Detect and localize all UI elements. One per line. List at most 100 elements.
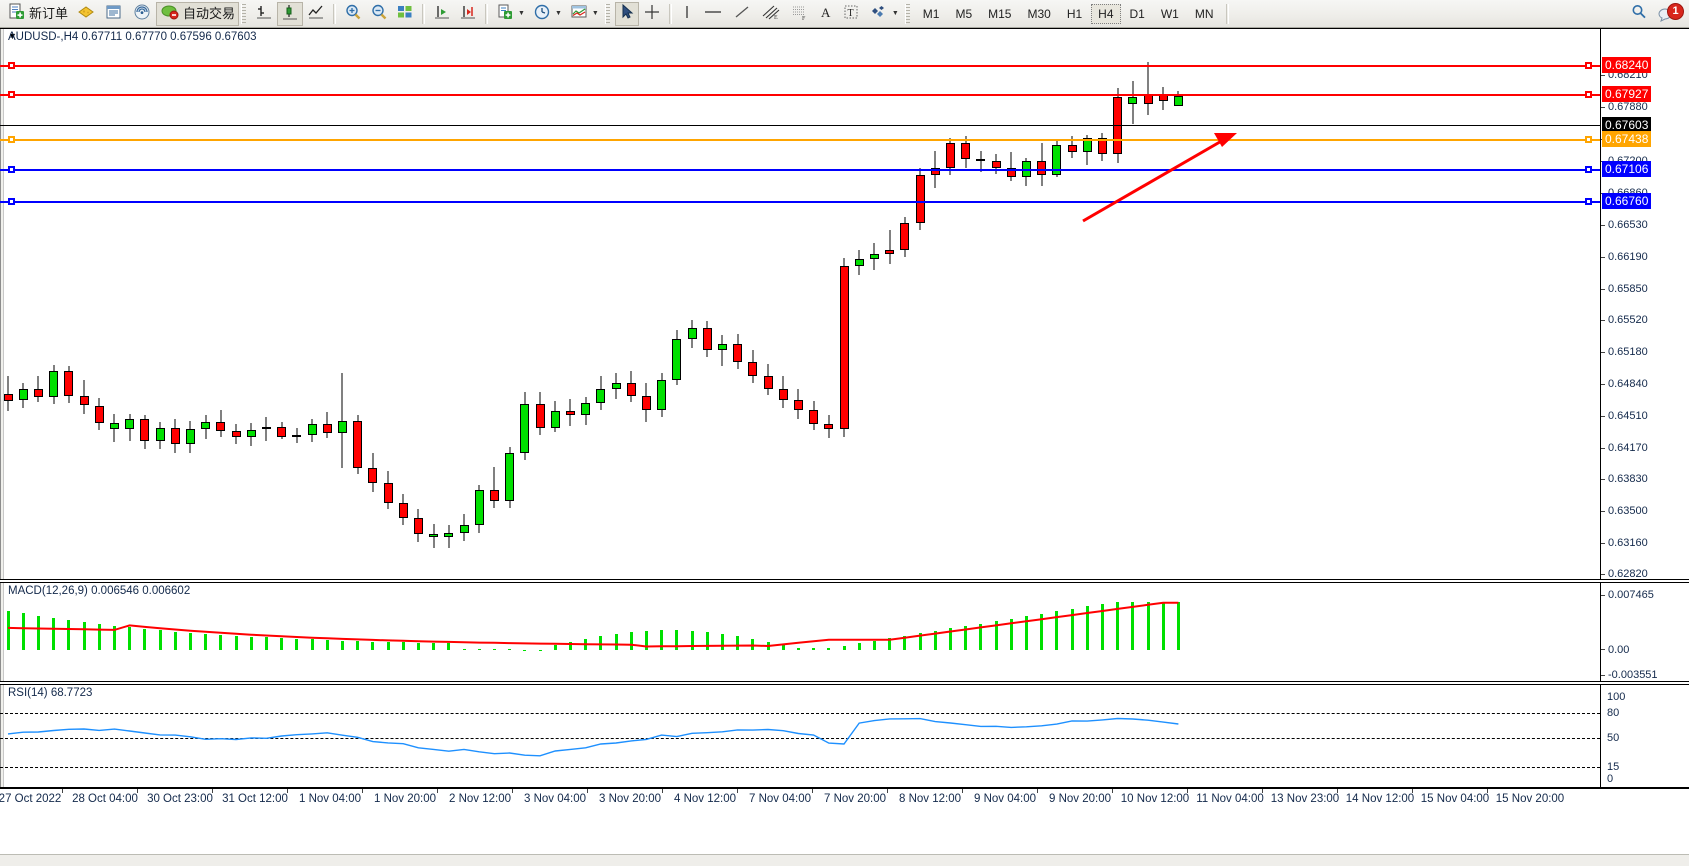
price-plot-area[interactable] <box>0 29 1689 579</box>
toolbar-grip-1[interactable] <box>241 3 247 24</box>
candle-body <box>413 518 423 535</box>
equidistant-channel-button[interactable]: E <box>756 2 786 26</box>
pivot-line-handle[interactable] <box>8 136 15 143</box>
macd-histogram-bar <box>979 623 983 650</box>
symbol-dropdown-marker[interactable]: ▼ <box>8 31 17 41</box>
candle-body <box>125 418 135 430</box>
timeframe-w1[interactable]: W1 <box>1160 6 1179 21</box>
new-order-button[interactable]: 新订单 <box>4 2 72 26</box>
bar-chart-button[interactable] <box>251 2 277 26</box>
candlestick <box>109 413 119 442</box>
timeframe-h1[interactable]: H1 <box>1066 6 1083 21</box>
timeframe-h4[interactable]: H4 <box>1091 3 1121 24</box>
support-line-1-handle-right[interactable] <box>1585 166 1592 173</box>
chevron-down-icon[interactable]: ▼ <box>518 10 525 17</box>
timeframe-m15[interactable]: M15 <box>988 6 1012 21</box>
candle-body <box>885 250 895 254</box>
price-level-badge[interactable]: 0.68240 <box>1602 57 1652 73</box>
chevron-down-icon[interactable]: ▼ <box>591 10 599 17</box>
timeframe-m5[interactable]: M5 <box>955 6 973 21</box>
candle-body <box>444 533 454 537</box>
terminal-button[interactable] <box>100 2 128 26</box>
support-line-2-handle-right[interactable] <box>1585 198 1592 205</box>
cheese-tool-button[interactable] <box>72 2 100 26</box>
price-scale-axis[interactable]: 0.682100.678800.675600.672000.668600.665… <box>1600 29 1689 579</box>
trend-arrow-annotation[interactable] <box>0 29 1600 580</box>
macd-histogram-bar <box>690 631 694 650</box>
shapes-tool-button[interactable]: ▼ <box>864 2 903 26</box>
candle-body <box>216 421 226 432</box>
pivot-line-handle-right[interactable] <box>1585 136 1592 143</box>
macd-left-gutter[interactable] <box>0 583 4 681</box>
support-line-2-handle[interactable] <box>8 198 15 205</box>
time-tickmark <box>1412 789 1413 793</box>
rsi-scale-axis[interactable]: 100 80 50 15 0 <box>1600 685 1689 787</box>
price-level-badge[interactable]: 0.67106 <box>1602 161 1652 177</box>
macd-pane[interactable]: MACD(12,26,9) 0.006546 0.006602 0.007465… <box>0 582 1689 682</box>
candle-body <box>915 175 925 224</box>
resistance-line-1-handle[interactable] <box>8 62 15 69</box>
auto-trading-button[interactable]: 自动交易 <box>156 1 240 26</box>
time-tickmark <box>1187 789 1188 793</box>
trendline-tool-button[interactable] <box>728 2 756 26</box>
pane-left-scroll-gutter[interactable] <box>0 29 4 579</box>
search-button[interactable] <box>1626 2 1652 26</box>
shift-end-button[interactable] <box>455 2 481 26</box>
cursor-tool-button[interactable] <box>614 1 639 26</box>
templates-button[interactable]: ▼ <box>492 2 529 26</box>
line-chart-button[interactable] <box>303 2 329 26</box>
zoom-out-button[interactable] <box>366 2 392 26</box>
chevron-down-icon[interactable]: ▼ <box>891 10 899 17</box>
price-chart-pane[interactable]: AUDUSD-,H4 0.67711 0.67770 0.67596 0.676… <box>0 28 1689 580</box>
periodicity-button[interactable]: ▼ <box>529 2 566 26</box>
price-level-badge[interactable]: 0.66760 <box>1602 193 1652 209</box>
macd-histogram-bar <box>1009 618 1013 650</box>
text-tool-button[interactable]: A <box>814 2 838 26</box>
macd-histogram-bar <box>812 648 816 650</box>
macd-scale-axis[interactable]: 0.007465 0.00 -0.003551 <box>1600 583 1689 681</box>
macd-histogram-bar <box>857 643 861 650</box>
toolbar-grip-2[interactable] <box>604 3 610 24</box>
time-tickmark <box>662 789 663 793</box>
candlestick <box>3 376 13 411</box>
support-line-1-handle[interactable] <box>8 166 15 173</box>
toolbar-separator-1 <box>333 3 337 24</box>
candlestick-chart-button[interactable] <box>277 1 304 26</box>
rsi-plot-area[interactable] <box>0 685 1689 787</box>
text-label-tool-button[interactable]: T <box>838 2 864 26</box>
indicators-button[interactable]: ▼ <box>566 2 603 26</box>
crosshair-tool-button[interactable] <box>639 2 665 26</box>
resistance-line-1-handle-right[interactable] <box>1585 62 1592 69</box>
macd-histogram-bar <box>796 648 800 650</box>
rsi-pane[interactable]: RSI(14) 68.7723 100 80 50 15 0 <box>0 684 1689 788</box>
candle-body <box>368 467 378 483</box>
time-label: 3 Nov 04:00 <box>523 793 587 805</box>
time-scale-axis[interactable]: 27 Oct 2022 28 Oct 04:00 30 Oct 23:00 31 Oc… <box>0 788 1689 814</box>
tile-windows-button[interactable] <box>392 2 418 26</box>
timeframe-m1[interactable]: M1 <box>922 6 940 21</box>
shift-start-button[interactable] <box>429 2 455 26</box>
equidistant-icon: E <box>760 3 782 24</box>
toolbar-separator-5 <box>1225 3 1229 24</box>
market-watch-button[interactable] <box>128 2 156 26</box>
timeframe-m30[interactable]: M30 <box>1027 6 1051 21</box>
candlestick <box>429 523 439 548</box>
vertical-line-tool-button[interactable] <box>676 2 698 26</box>
rsi-left-gutter[interactable] <box>0 685 4 787</box>
fibonacci-tool-button[interactable]: F <box>786 2 814 26</box>
timeframe-d1[interactable]: D1 <box>1129 6 1145 21</box>
timeframe-mn[interactable]: MN <box>1194 6 1214 21</box>
resistance-line-2-handle-right[interactable] <box>1585 91 1592 98</box>
resistance-line-2-handle[interactable] <box>8 91 15 98</box>
chevron-down-icon[interactable]: ▼ <box>554 10 562 17</box>
time-tickmark <box>512 789 513 793</box>
price-level-badge[interactable]: 0.67603 <box>1602 117 1652 133</box>
toolbar-grip-3[interactable] <box>904 3 910 24</box>
alerts-button[interactable]: 1 <box>1652 2 1685 26</box>
price-level-badge[interactable]: 0.67927 <box>1602 86 1652 102</box>
zoom-in-button[interactable] <box>340 2 366 26</box>
price-level-badge[interactable]: 0.67438 <box>1602 131 1652 147</box>
macd-plot-area[interactable] <box>0 583 1689 681</box>
horizontal-line-tool-button[interactable] <box>698 2 728 26</box>
candlestick <box>748 349 758 384</box>
